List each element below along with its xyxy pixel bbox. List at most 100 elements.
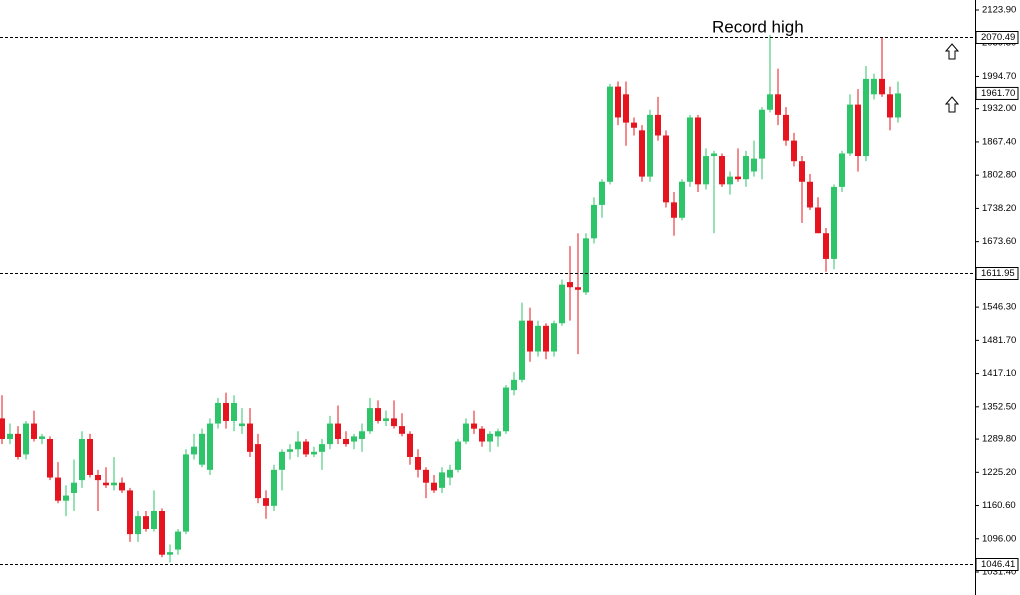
candle-body [367, 408, 373, 432]
candle-body [39, 436, 45, 439]
candle-body [447, 469, 453, 478]
candle-body [631, 122, 637, 128]
candle-body [783, 114, 789, 141]
y-tick-label: 1802.80 [982, 170, 1016, 181]
y-tick-label: 1417.10 [982, 368, 1016, 379]
candle-body [487, 433, 493, 442]
candle-body [503, 387, 509, 432]
candle-body [111, 482, 117, 486]
candle-body [567, 282, 573, 288]
candle-body [727, 176, 733, 185]
last-price-label: 1961.70 [981, 88, 1015, 99]
y-tick-label: 1994.70 [982, 71, 1016, 82]
candle-body [303, 441, 309, 455]
y-tick-label: 1031.40 [982, 567, 1016, 578]
candle-body [543, 325, 549, 352]
candle-body [359, 431, 365, 439]
candle-body [663, 135, 669, 203]
candle-body [159, 510, 165, 555]
candle-body [519, 320, 525, 380]
candle-body [191, 446, 197, 455]
candle-body [551, 323, 557, 352]
candle-body [895, 93, 901, 118]
candle-body [647, 114, 653, 177]
candle-body [855, 104, 861, 157]
y-tick-label: 1160.60 [982, 500, 1016, 511]
candle-body [535, 325, 541, 352]
candle-body [879, 78, 885, 95]
y-tick-label: 1096.00 [982, 533, 1016, 544]
candle-body [639, 130, 645, 177]
y-tick-label: 1546.30 [982, 302, 1016, 313]
candle-body [823, 233, 829, 259]
candles [0, 35, 901, 563]
y-tick-label: 1352.50 [982, 401, 1016, 412]
candle-body [287, 449, 293, 452]
candle-body [87, 438, 93, 475]
candle-body [271, 469, 277, 506]
candle-body [199, 433, 205, 465]
y-tick-label: 2123.90 [982, 5, 1016, 16]
candle-body [71, 482, 77, 493]
candle-body [511, 379, 517, 391]
candle-body [423, 469, 429, 483]
candle-body [175, 531, 181, 550]
candle-body [15, 433, 21, 457]
candle-body [839, 153, 845, 187]
candle-body [407, 433, 413, 457]
candle-body [151, 510, 157, 529]
candle-body [887, 94, 893, 118]
candle-body [743, 156, 749, 180]
candle-body [711, 153, 717, 157]
candle-body [135, 516, 141, 535]
candle-body [527, 320, 533, 352]
candle-body [311, 451, 317, 455]
y-tick-label: 1932.00 [982, 103, 1016, 114]
candle-body [167, 552, 173, 555]
candle-body [871, 78, 877, 95]
candle-body [575, 287, 581, 290]
candle-body [463, 423, 469, 442]
y-tick-label: 1867.40 [982, 136, 1016, 147]
candle-body [431, 482, 437, 491]
candle-body [831, 186, 837, 259]
candle-body [735, 176, 741, 180]
candle-body [415, 456, 421, 470]
candle-body [455, 441, 461, 470]
candle-body [223, 402, 229, 421]
level-label-box [975, 31, 1019, 44]
candle-body [559, 284, 565, 324]
candle-body [807, 181, 813, 208]
candle-body [231, 402, 237, 421]
candle-body [255, 444, 261, 499]
candle-body [399, 426, 405, 434]
candle-body [591, 204, 597, 239]
candle-body [671, 202, 677, 218]
candle-body [103, 482, 109, 486]
candle-body [263, 498, 269, 506]
candle-body [239, 423, 245, 427]
candle-body [63, 495, 69, 501]
candle-body [319, 444, 325, 452]
arrow-icon [944, 43, 960, 113]
level-label-box [975, 267, 1019, 280]
candle-body [687, 117, 693, 182]
candle-body [863, 78, 869, 157]
y-tick-label: 1738.20 [982, 203, 1016, 214]
candle-body [343, 438, 349, 445]
candle-body [327, 423, 333, 445]
candle-body [655, 114, 661, 136]
candle-body [623, 94, 629, 123]
candle-body [55, 477, 61, 501]
candle-body [375, 408, 381, 421]
candle-body [599, 181, 605, 205]
candle-body [351, 436, 357, 442]
candle-body [759, 109, 765, 159]
candle-body [127, 490, 133, 535]
candle-body [279, 451, 285, 470]
candle-body [295, 441, 301, 450]
candle-body [143, 516, 149, 529]
level-label: 2070.49 [981, 32, 1015, 43]
